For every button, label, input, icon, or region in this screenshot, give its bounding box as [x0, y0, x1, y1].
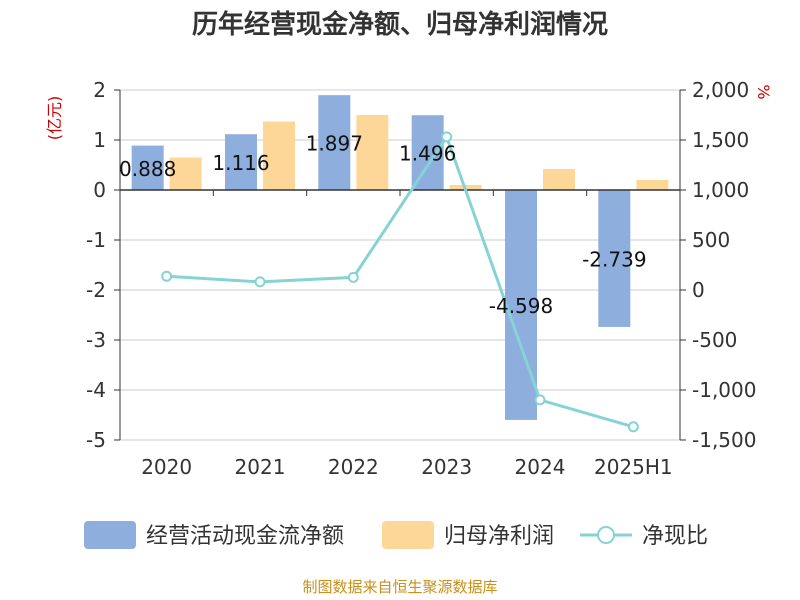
legend-net-profit-label: 归母净利润 [444, 524, 554, 549]
ratio-point [161, 270, 173, 282]
legend-cashflow-swatch [84, 521, 136, 549]
right-axis-unit: % [754, 84, 773, 99]
legend: 经营活动现金流净额 归母净利润 净现比 [84, 521, 708, 549]
cashflow-data-label: 0.888 [119, 157, 176, 181]
cashflow-bar [318, 95, 351, 190]
right-tick-label: -500 [692, 328, 737, 352]
ratio-point [441, 131, 453, 143]
ratio-line-path [166, 133, 634, 429]
left-tick-label: -1 [86, 228, 106, 252]
right-tick-label: -1,000 [692, 378, 756, 402]
legend-net-profit-swatch [382, 521, 434, 549]
net-profit-bar [356, 115, 389, 190]
left-axis-unit: (亿元) [45, 96, 64, 141]
axes: 2 1 0 -1 -2 -3 -4 -5 2,000 1,500 1,000 500 0 -500 -1,0… [86, 78, 756, 479]
cashflow-bar [505, 190, 537, 420]
legend-ratio-marker [597, 526, 615, 544]
cashflow-bar [225, 134, 257, 190]
chart-title: 历年经营现金净额、归母净利润情况 [192, 9, 608, 40]
left-tick-label: -4 [86, 378, 106, 402]
source-note: 制图数据来自恒生聚源数据库 [302, 578, 497, 596]
ratio-point [534, 394, 546, 406]
ratio-line [161, 131, 639, 433]
category-label: 2020 [141, 455, 192, 479]
category-label: 2023 [421, 455, 472, 479]
cashflow-bar [131, 145, 164, 190]
ratio-point [254, 276, 266, 288]
right-tick-label: 500 [692, 228, 730, 252]
category-label: 2025H1 [594, 455, 673, 479]
net-profit-bar [263, 121, 295, 190]
right-tick-label: -1,500 [692, 428, 756, 452]
legend-cashflow-label: 经营活动现金流净额 [146, 524, 344, 549]
ratio-point [627, 421, 639, 433]
legend-ratio-label: 净现比 [642, 524, 708, 549]
right-tick-label: 0 [692, 278, 705, 302]
cashflow-data-label: -4.598 [489, 294, 553, 318]
left-tick-label: -2 [86, 278, 106, 302]
net-profit-bar [543, 169, 575, 190]
cashflow-data-label: 1.116 [212, 151, 269, 175]
ratio-point [347, 271, 359, 283]
cashflow-bar [411, 115, 444, 190]
right-tick-label: 1,000 [692, 178, 749, 202]
category-label: 2022 [328, 455, 379, 479]
net-profit-bar [636, 180, 669, 190]
left-tick-label: -3 [86, 328, 106, 352]
right-tick-label: 2,000 [692, 78, 749, 102]
left-tick-label: 2 [93, 78, 106, 102]
category-label: 2024 [515, 455, 566, 479]
left-tick-label: 1 [93, 128, 106, 152]
left-tick-label: 0 [93, 178, 106, 202]
cashflow-data-label: 1.897 [306, 132, 363, 156]
right-tick-label: 1,500 [692, 128, 749, 152]
left-tick-label: -5 [86, 428, 106, 452]
category-label: 2021 [235, 455, 286, 479]
bars [131, 95, 669, 420]
net-profit-bar [169, 157, 202, 190]
data-labels: 0.888 1.116 1.897 1.496 -4.598 -2.739 [119, 132, 647, 318]
cashflow-bar [598, 190, 631, 327]
grid-lines [120, 89, 680, 441]
cashflow-data-label: 1.496 [399, 142, 456, 166]
cashflow-data-label: -2.739 [582, 247, 646, 271]
